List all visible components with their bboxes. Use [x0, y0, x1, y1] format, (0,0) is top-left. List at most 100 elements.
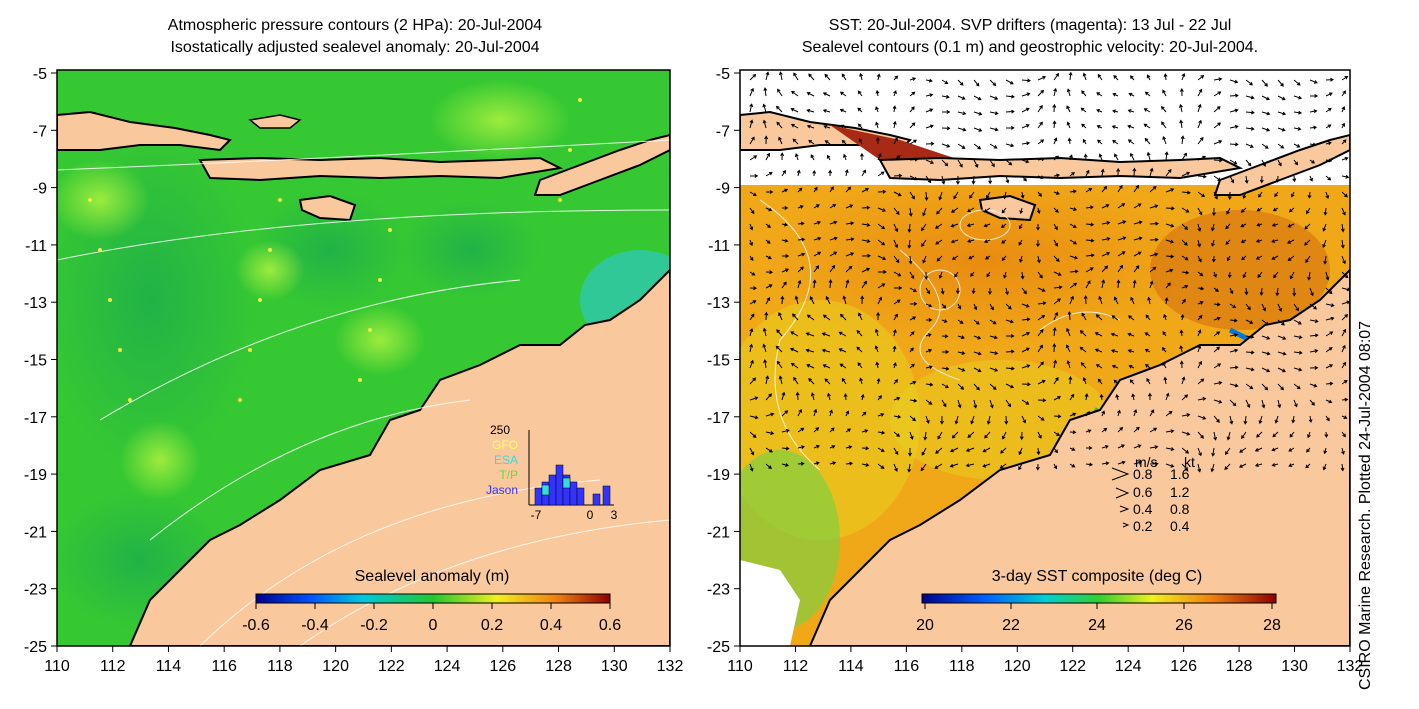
velocity-arrow [1293, 350, 1303, 355]
velocity-arrow [843, 153, 847, 161]
velocity-arrow [775, 105, 783, 113]
velocity-arrow [1257, 271, 1263, 279]
velocity-arrow [1181, 270, 1190, 275]
velocity-arrow [859, 377, 863, 385]
speed-legend-ms: 0.2 [1133, 518, 1153, 534]
velocity-arrow [1293, 159, 1299, 166]
velocity-arrow [1293, 383, 1301, 390]
velocity-arrow [749, 255, 754, 262]
velocity-arrow [1037, 139, 1045, 145]
velocity-arrow [1020, 271, 1025, 280]
velocity-arrow [1181, 239, 1188, 246]
velocity-arrow [1117, 426, 1124, 433]
velocity-arrow [1211, 255, 1216, 263]
velocity-arrow [1133, 236, 1143, 241]
velocity-arrow [1197, 74, 1205, 81]
velocity-arrow [1144, 332, 1151, 337]
velocity-arrow [1211, 447, 1216, 457]
velocity-arrow [1005, 319, 1014, 324]
inset-legend-gfo: GFO [492, 438, 518, 452]
right-x-axis: 110 112 114 116 118 120 122 124 126 128 130 132 [727, 646, 1363, 675]
australia-land-sst [808, 268, 1350, 646]
velocity-arrow [1256, 222, 1263, 227]
velocity-arrow [794, 295, 799, 305]
velocity-arrow [1036, 207, 1041, 215]
y-tick-label: -11 [708, 238, 730, 255]
velocity-arrow [935, 239, 943, 245]
velocity-arrow [957, 95, 966, 100]
velocity-arrow [1001, 255, 1007, 262]
velocity-arrow [1096, 109, 1103, 113]
velocity-arrow [922, 207, 927, 217]
velocity-arrow [1307, 191, 1312, 199]
velocity-arrow [1308, 415, 1313, 423]
velocity-arrow [999, 463, 1007, 469]
velocity-arrow [1127, 139, 1135, 145]
velocity-arrow [1277, 399, 1282, 409]
velocity-arrow [1101, 444, 1109, 449]
velocity-arrow [1261, 399, 1266, 409]
velocity-arrow [841, 73, 847, 81]
velocity-arrow [1163, 73, 1168, 81]
velocity-arrow [1197, 431, 1204, 439]
velocity-arrow [749, 87, 754, 97]
velocity-arrow [765, 375, 770, 385]
velocity-arrow [941, 143, 951, 148]
velocity-arrow [1117, 264, 1124, 273]
x-tick-label: 128 [545, 658, 572, 675]
velocity-arrow [1245, 350, 1255, 355]
velocity-arrow [1066, 105, 1071, 113]
velocity-arrow [1133, 220, 1143, 225]
velocity-arrow [793, 72, 799, 81]
velocity-arrow [1037, 255, 1041, 264]
velocity-arrow [989, 111, 999, 116]
sla-colorbar-ticks [255, 603, 611, 609]
velocity-arrow [1277, 319, 1285, 326]
velocity-arrow [1116, 279, 1121, 289]
speed-legend-ms: 0.8 [1133, 466, 1153, 482]
velocity-arrow [1101, 185, 1108, 193]
velocity-arrow [1085, 187, 1093, 193]
velocity-arrow [1147, 392, 1152, 401]
velocity-arrow [1165, 463, 1175, 468]
velocity-arrow [1271, 223, 1279, 227]
velocity-arrow [778, 311, 783, 321]
timor-island [533, 133, 670, 196]
velocity-arrow [1261, 335, 1271, 340]
velocity-arrow [1229, 333, 1239, 337]
geostrophic-velocity-arrows [749, 71, 1350, 473]
velocity-arrow [877, 153, 882, 161]
velocity-arrow [1306, 207, 1311, 215]
velocity-arrow [813, 265, 820, 273]
velocity-arrow [1323, 207, 1328, 216]
velocity-arrow [1309, 383, 1318, 388]
x-tick-label: 130 [601, 658, 628, 675]
velocity-arrow [1275, 287, 1280, 297]
velocity-arrow [1146, 377, 1151, 385]
velocity-arrow [1162, 135, 1167, 145]
velocity-arrow [856, 329, 863, 337]
velocity-arrow [951, 255, 959, 260]
x-tick-label: 122 [378, 658, 405, 675]
velocity-arrow [973, 399, 978, 409]
velocity-arrow [874, 328, 879, 337]
velocity-arrow [861, 253, 871, 258]
velocity-arrow [839, 313, 847, 321]
velocity-arrow [1005, 94, 1015, 99]
velocity-arrow [1069, 269, 1079, 274]
sst-tick-label: 24 [1088, 617, 1106, 634]
velocity-arrow [909, 415, 916, 422]
velocity-arrow [1165, 392, 1170, 401]
velocity-arrow [1005, 79, 1014, 85]
velocity-arrow [1165, 282, 1171, 289]
velocity-arrow [1164, 151, 1169, 161]
velocity-arrow [1130, 152, 1135, 161]
y-tick-label: -23 [24, 582, 47, 599]
velocity-arrow [925, 93, 934, 98]
velocity-arrow [909, 301, 918, 306]
velocity-arrow [1197, 174, 1207, 179]
velocity-arrow [1227, 191, 1232, 200]
velocity-arrow [857, 362, 863, 369]
velocity-arrow [829, 427, 835, 433]
velocity-arrow [1164, 297, 1169, 305]
